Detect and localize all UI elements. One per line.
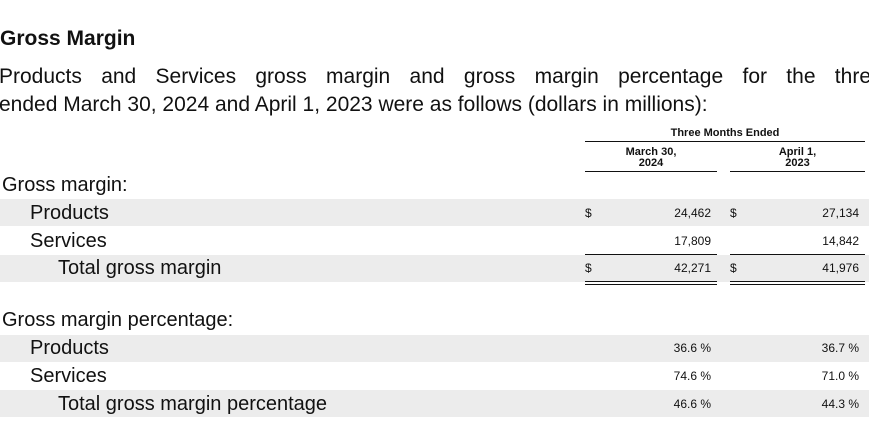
cell-value: 42,271: [674, 261, 711, 276]
row-label: Services: [30, 364, 107, 387]
total-rule: [585, 281, 717, 283]
cell-value: 71.0 %: [821, 368, 859, 383]
currency-sign: $: [585, 261, 592, 276]
column-header: March 30,: [625, 146, 677, 158]
intro-line: ended March 30, 2024 and April 1, 2023 w…: [0, 93, 708, 116]
cell-value: 46.6 %: [673, 396, 711, 411]
currency-sign: $: [730, 205, 737, 220]
total-rule: [730, 284, 865, 286]
period-header: Three Months Ended: [670, 127, 780, 139]
cell-value: 27,134: [822, 205, 859, 220]
row-label: Total gross margin percentage: [58, 392, 328, 415]
column-rule: [585, 171, 717, 172]
row-shade: [0, 390, 869, 418]
row-label: Products: [30, 201, 109, 224]
section-label: Gross margin percentage:: [2, 309, 234, 332]
section-label: Gross margin:: [2, 174, 128, 196]
row-shade: [0, 334, 869, 362]
cell-value: 44.3 %: [821, 396, 859, 411]
sum-rule: [585, 253, 717, 255]
sum-rule: [730, 253, 865, 255]
header-rule: [585, 141, 865, 142]
cell-value: 14,842: [822, 233, 859, 248]
cell-value: 17,809: [674, 233, 711, 248]
currency-sign: $: [585, 205, 592, 220]
cell-value: 36.6 %: [673, 341, 711, 356]
currency-sign: $: [730, 261, 737, 276]
column-header: 2024: [638, 157, 664, 169]
row-label: Products: [30, 337, 109, 360]
column-header: April 1,: [778, 146, 817, 158]
row-label: Total gross margin: [58, 257, 222, 280]
row-label: Services: [30, 229, 107, 252]
cell-value: 74.6 %: [673, 368, 711, 383]
cell-value: 24,462: [674, 205, 711, 220]
cell-value: 36.7 %: [821, 341, 859, 356]
column-rule: [730, 171, 865, 172]
column-header: 2023: [785, 157, 810, 169]
row-shade: [0, 199, 869, 227]
total-rule: [730, 281, 865, 283]
cell-value: 41,976: [822, 261, 859, 276]
section-title: Gross Margin: [0, 27, 136, 50]
row-shade: [0, 254, 869, 282]
intro-line: Products and Services gross margin and g…: [0, 65, 869, 88]
total-rule: [585, 284, 717, 286]
